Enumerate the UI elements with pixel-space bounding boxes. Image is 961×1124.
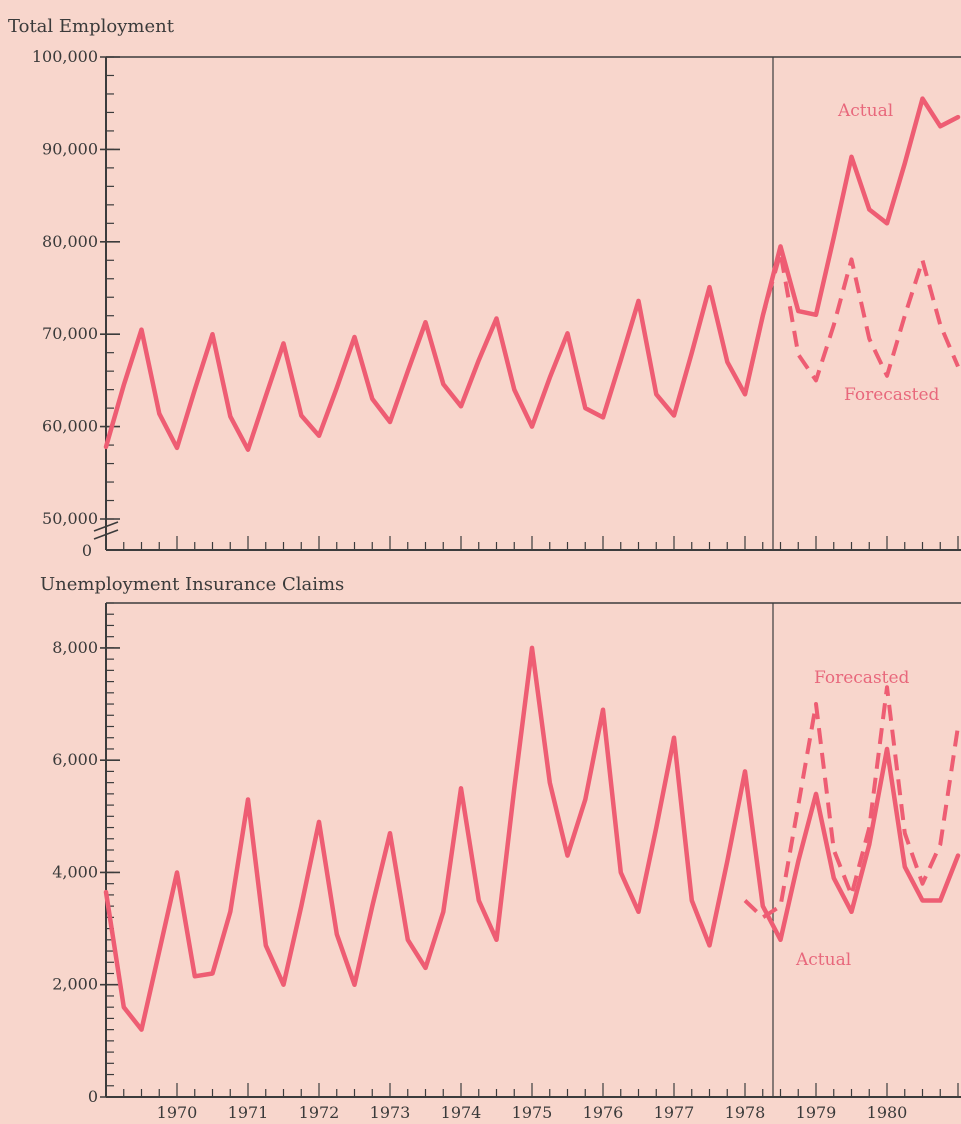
y-tick-label: 0 <box>88 1087 98 1106</box>
unemployment-claims-chart: 0 2,000 4,000 6,000 8,000 1970 1971 1972 1973 197… <box>52 602 961 1122</box>
axis-break-mark <box>93 529 119 540</box>
actual-annotation: Actual <box>837 101 893 121</box>
series-line-forecasted <box>743 685 960 920</box>
y-tick-label: 8,000 <box>52 638 98 657</box>
y-tick-label: 4,000 <box>52 862 98 881</box>
x-year-label: 1978 <box>725 1103 766 1122</box>
x-year-label: 1973 <box>370 1103 411 1122</box>
y-tick-label: 90,000 <box>42 139 98 158</box>
total-employment-chart: 50,000 60,000 70,000 80,000 90,000 100,000 0 Ac… <box>32 47 961 560</box>
y-tick-label: 50,000 <box>42 509 98 528</box>
series-line-forecasted <box>743 250 960 395</box>
forecasted-annotation: Forecasted <box>814 668 910 688</box>
x-year-label: 1977 <box>654 1103 695 1122</box>
y-tick-label: 70,000 <box>42 324 98 343</box>
y-tick-label: 100,000 <box>32 47 98 66</box>
x-year-label: 1979 <box>796 1103 837 1122</box>
x-year-label: 1976 <box>583 1103 624 1122</box>
series-line-actual <box>103 96 961 452</box>
x-year-label: 1971 <box>228 1103 269 1122</box>
y-tick-label: 60,000 <box>42 417 98 436</box>
x-year-label: 1980 <box>867 1103 908 1122</box>
x-year-label: 1970 <box>157 1103 198 1122</box>
actual-annotation: Actual <box>795 950 851 970</box>
x-year-label: 1974 <box>441 1103 482 1122</box>
y-tick-label: 80,000 <box>42 232 98 251</box>
x-year-label: 1972 <box>299 1103 340 1122</box>
forecasted-annotation: Forecasted <box>844 385 940 405</box>
y-tick-label: 6,000 <box>52 750 98 769</box>
y-tick-label: 2,000 <box>52 975 98 994</box>
y-zero-label: 0 <box>82 541 92 560</box>
x-year-label: 1975 <box>512 1103 553 1122</box>
axis-break-mark <box>93 521 119 532</box>
series-line-actual <box>103 645 961 1032</box>
bottom-chart-title: Unemployment Insurance Claims <box>40 574 344 595</box>
top-chart-title: Total Employment <box>8 16 175 37</box>
